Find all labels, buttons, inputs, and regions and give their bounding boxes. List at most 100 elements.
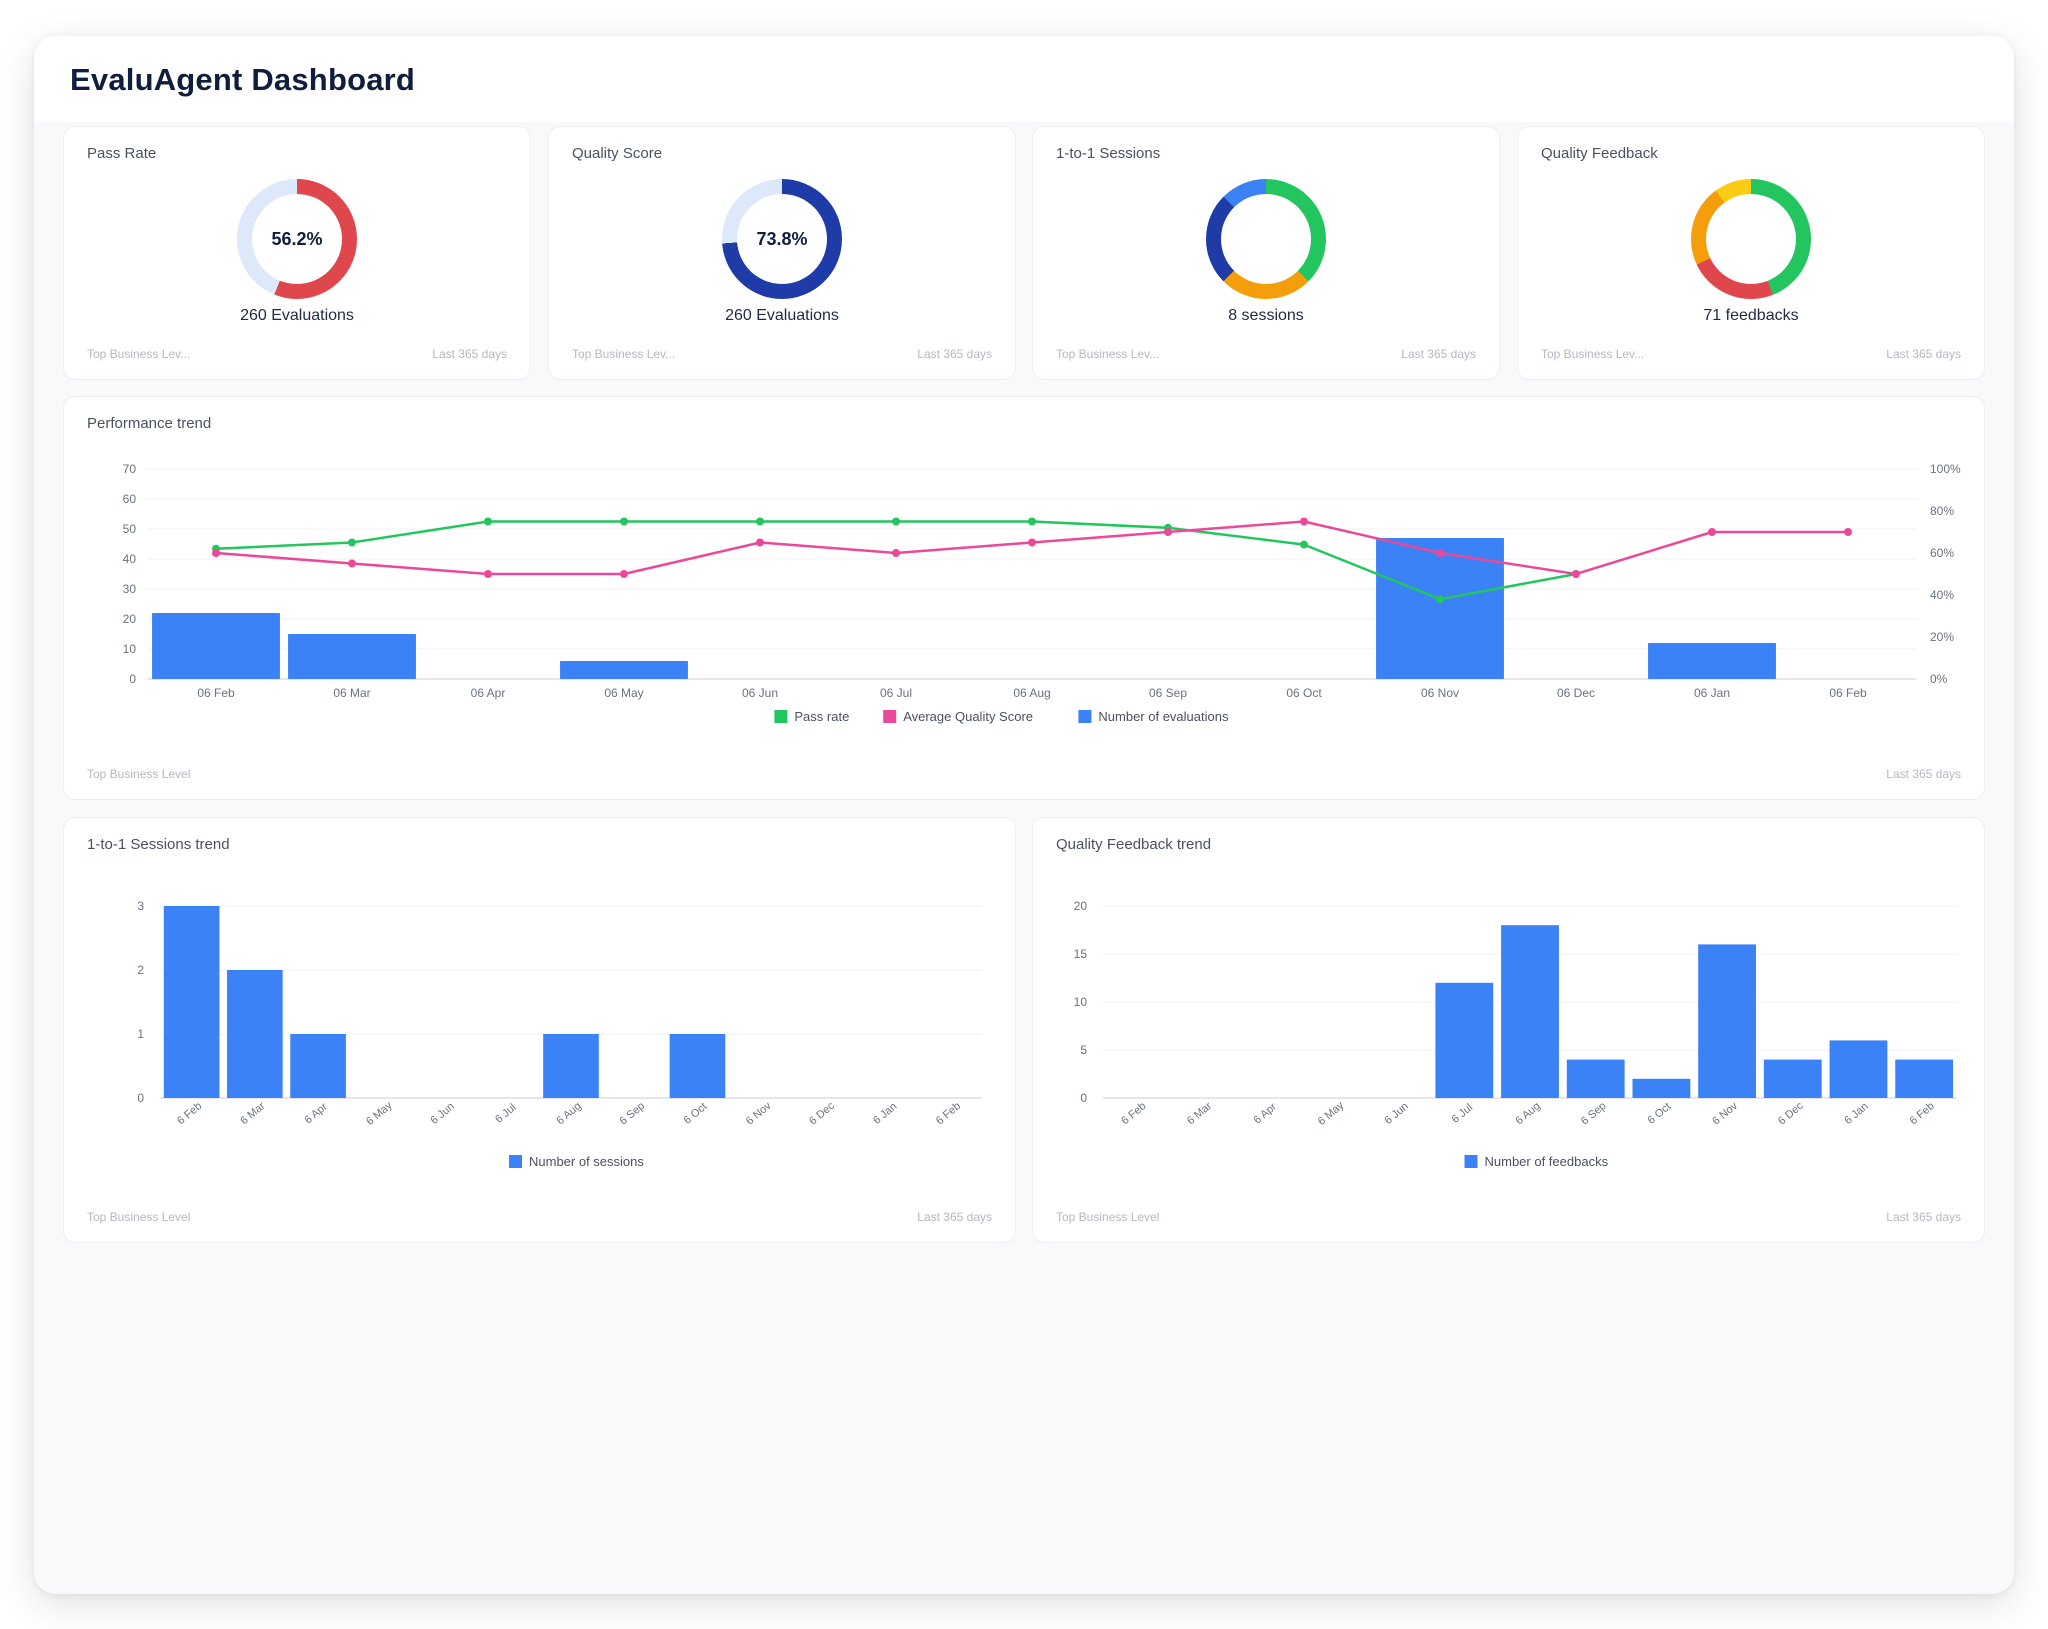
sessions-donut[interactable] (1206, 179, 1326, 299)
y-tick-label: 20 (123, 612, 137, 626)
x-tick-label: 06 Jan (1694, 686, 1730, 700)
y2-tick-label: 0% (1930, 672, 1948, 686)
feedback-donut[interactable] (1691, 179, 1811, 299)
series-point (1300, 517, 1308, 526)
card-scope: Top Business Lev... (1056, 347, 1160, 361)
card-scope: Top Business Level (87, 767, 191, 781)
y2-tick-label: 60% (1930, 546, 1954, 560)
legend-swatch (509, 1155, 522, 1168)
series-point (1028, 538, 1036, 547)
bar (163, 906, 220, 1098)
card-period: Last 365 days (1886, 1210, 1961, 1224)
bar (1632, 1078, 1691, 1098)
x-tick-label: 06 Feb (197, 686, 235, 700)
legend-label: Average Quality Score (903, 709, 1033, 724)
y-tick-label: 30 (123, 582, 137, 596)
card-period: Last 365 days (1401, 347, 1476, 361)
series-point (484, 517, 492, 526)
kpi-card-sessions[interactable]: 1-to-1 Sessions 8 sessions Top Business … (1032, 126, 1500, 380)
bar (669, 1034, 726, 1098)
y-tick-label: 50 (123, 522, 137, 536)
x-tick-label: 6 Aug (554, 1100, 583, 1127)
x-tick-label: 6 May (364, 1099, 395, 1128)
card-title: Quality Feedback (1541, 145, 1658, 162)
card-title: 1-to-1 Sessions (1056, 145, 1161, 162)
x-tick-label: 6 Jan (1842, 1100, 1870, 1126)
series-point (892, 517, 900, 526)
legend-swatch (1464, 1155, 1478, 1168)
quality-score-donut[interactable]: 73.8% (722, 179, 842, 299)
x-tick-label: 06 Nov (1421, 686, 1459, 700)
series-point (1572, 570, 1580, 578)
series-point (756, 538, 764, 547)
donut-caption: 8 sessions (1228, 307, 1304, 324)
feedback-trend-card: Quality Feedback trend 20 15 10 5 0 6 Feb 6 Ma… (1032, 817, 1985, 1243)
pass-rate-donut[interactable]: 56.2% (237, 179, 357, 299)
x-tick-label: 6 Oct (682, 1101, 710, 1127)
y-tick-label: 2 (137, 963, 144, 977)
series-point (756, 517, 764, 526)
y-tick-label: 20 (1074, 899, 1088, 913)
card-title: Pass Rate (87, 145, 157, 162)
y2-tick-label: 80% (1930, 504, 1954, 518)
y-tick-label: 70 (123, 462, 137, 476)
card-period: Last 365 days (432, 347, 507, 361)
y-tick-label: 5 (1080, 1043, 1087, 1057)
series-point (348, 559, 356, 568)
evaluations-bar (152, 613, 280, 679)
series-point (1164, 528, 1172, 536)
x-tick-label: 6 May (1316, 1099, 1347, 1128)
bar (290, 1034, 346, 1098)
x-tick-label: 6 Mar (238, 1100, 268, 1127)
y2-tick-label: 20% (1930, 630, 1954, 644)
kpi-card-feedback[interactable]: Quality Feedback 71 feedbacks Top Busine… (1517, 126, 1985, 380)
x-tick-label: 6 Jan (871, 1100, 899, 1126)
performance-trend-card: Performance trend 70 60 50 40 30 20 10 0 100% 80%… (63, 396, 1985, 800)
kpi-card-quality-score[interactable]: Quality Score 73.8% 260 Evaluations Top … (548, 126, 1016, 380)
series-point (1436, 595, 1444, 604)
card-scope: Top Business Level (87, 1210, 191, 1224)
series-point (1436, 549, 1444, 557)
card-title: Quality Feedback trend (1056, 836, 1212, 853)
evaluations-bar (288, 634, 416, 679)
x-tick-label: 06 Oct (1286, 686, 1322, 700)
series-point (348, 538, 356, 547)
series-point (620, 517, 628, 526)
x-tick-label: 6 Oct (1646, 1101, 1674, 1127)
series-point (1028, 517, 1036, 526)
y-tick-label: 60 (123, 492, 137, 506)
x-tick-label: 06 Apr (471, 686, 506, 700)
evaluations-bar (1376, 538, 1504, 679)
legend-label: Number of evaluations (1098, 709, 1229, 724)
y-tick-label: 1 (137, 1027, 144, 1041)
bar (1895, 1059, 1954, 1098)
card-period: Last 365 days (1886, 767, 1961, 781)
page-header: EvaluAgent Dashboard (34, 36, 2014, 122)
feedback-chart: 20 15 10 5 0 6 Feb 6 Mar 6 Apr 6 May 6 Jun 6 Jul 6 … (1074, 899, 1957, 1169)
x-tick-label: 6 Feb (934, 1100, 963, 1127)
donut-value (1691, 179, 1811, 299)
legend-swatch (1078, 710, 1092, 723)
donut-caption: 260 Evaluations (725, 307, 839, 324)
x-tick-label: 6 Sep (617, 1100, 647, 1128)
x-tick-label: 6 Nov (744, 1100, 774, 1128)
bar (1829, 1040, 1888, 1098)
bar (1566, 1059, 1625, 1098)
card-scope: Top Business Lev... (87, 347, 191, 361)
series-point (212, 549, 220, 557)
donut-caption: 260 Evaluations (240, 307, 354, 324)
kpi-card-pass-rate[interactable]: Pass Rate 56.2% 260 Evaluations Top Busi… (63, 126, 531, 380)
bar (1501, 925, 1559, 1098)
y2-tick-label: 100% (1930, 462, 1961, 476)
series-point (1300, 540, 1308, 549)
dashboard-window: EvaluAgent Dashboard Pass Rate 56.2% 260… (34, 36, 2014, 1594)
x-tick-label: 06 Feb (1829, 686, 1867, 700)
series-point (484, 570, 492, 578)
y-tick-label: 10 (1074, 995, 1088, 1009)
bar (1763, 1059, 1822, 1098)
bar (543, 1034, 599, 1098)
bar (1435, 982, 1494, 1098)
x-tick-label: 06 Dec (1557, 686, 1595, 700)
y-tick-label: 15 (1074, 947, 1088, 961)
sessions-chart: 3 2 1 0 6 Feb 6 Mar 6 Apr 6 May 6 Jun 6 Jul 6 Aug 6… (137, 899, 982, 1169)
